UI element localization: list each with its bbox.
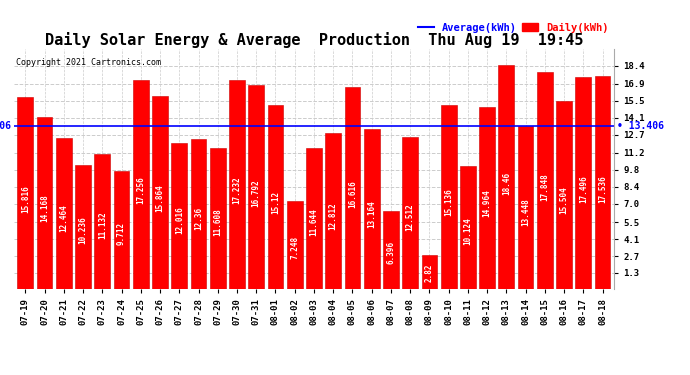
Text: 10.124: 10.124 (464, 217, 473, 245)
Text: 15.12: 15.12 (271, 191, 280, 214)
Bar (422, 255, 437, 289)
Text: 13.164: 13.164 (367, 200, 376, 228)
Text: 6.396: 6.396 (386, 241, 395, 264)
Text: 14.964: 14.964 (482, 190, 491, 217)
Bar (383, 211, 399, 289)
Bar (114, 171, 130, 289)
Bar (325, 134, 341, 289)
Text: 15.504: 15.504 (560, 186, 569, 214)
Bar (344, 87, 360, 289)
Bar (190, 139, 206, 289)
Bar (595, 76, 611, 289)
Title: Daily Solar Energy & Average  Production  Thu Aug 19  19:45: Daily Solar Energy & Average Production … (45, 32, 583, 48)
Text: 16.792: 16.792 (252, 179, 261, 207)
Text: 12.016: 12.016 (175, 206, 184, 234)
Bar (75, 165, 91, 289)
Text: 11.132: 11.132 (98, 211, 107, 239)
Bar (133, 80, 148, 289)
Bar (152, 96, 168, 289)
Text: 14.168: 14.168 (40, 194, 49, 222)
Bar (498, 65, 514, 289)
Bar (537, 72, 553, 289)
Bar (480, 107, 495, 289)
Bar (575, 76, 591, 289)
Text: 2.82: 2.82 (425, 263, 434, 282)
Text: • 13.406: • 13.406 (617, 121, 664, 131)
Bar (441, 105, 457, 289)
Bar (17, 97, 33, 289)
Text: 12.464: 12.464 (59, 204, 68, 232)
Bar (402, 137, 418, 289)
Text: 11.644: 11.644 (309, 209, 319, 236)
Text: 12.812: 12.812 (328, 202, 337, 229)
Text: 17.536: 17.536 (598, 175, 607, 203)
Bar (287, 201, 303, 289)
Text: 17.256: 17.256 (137, 177, 146, 204)
Text: 15.864: 15.864 (155, 184, 164, 212)
Text: 18.46: 18.46 (502, 172, 511, 195)
Text: 17.496: 17.496 (579, 175, 588, 203)
Text: 11.608: 11.608 (213, 209, 222, 237)
Bar (171, 143, 187, 289)
Text: 15.136: 15.136 (444, 189, 453, 216)
Bar (306, 148, 322, 289)
Text: • 13.406: • 13.406 (0, 121, 11, 131)
Bar (210, 148, 226, 289)
Text: 7.248: 7.248 (290, 236, 299, 259)
Text: 12.36: 12.36 (194, 207, 203, 230)
Text: Copyright 2021 Cartronics.com: Copyright 2021 Cartronics.com (16, 58, 161, 68)
Bar (56, 138, 72, 289)
Text: 16.616: 16.616 (348, 180, 357, 208)
Text: 12.512: 12.512 (406, 204, 415, 231)
Bar (364, 129, 380, 289)
Bar (95, 154, 110, 289)
Bar (460, 166, 476, 289)
Text: 13.448: 13.448 (521, 198, 530, 226)
Bar (518, 126, 533, 289)
Bar (229, 80, 245, 289)
Bar (268, 105, 284, 289)
Legend: Average(kWh), Daily(kWh): Average(kWh), Daily(kWh) (418, 23, 609, 33)
Text: 10.236: 10.236 (79, 216, 88, 244)
Text: 9.712: 9.712 (117, 222, 126, 245)
Text: 17.232: 17.232 (233, 177, 241, 204)
Text: 15.816: 15.816 (21, 185, 30, 213)
Bar (556, 101, 572, 289)
Bar (248, 85, 264, 289)
Bar (37, 117, 52, 289)
Text: 17.848: 17.848 (540, 173, 549, 201)
